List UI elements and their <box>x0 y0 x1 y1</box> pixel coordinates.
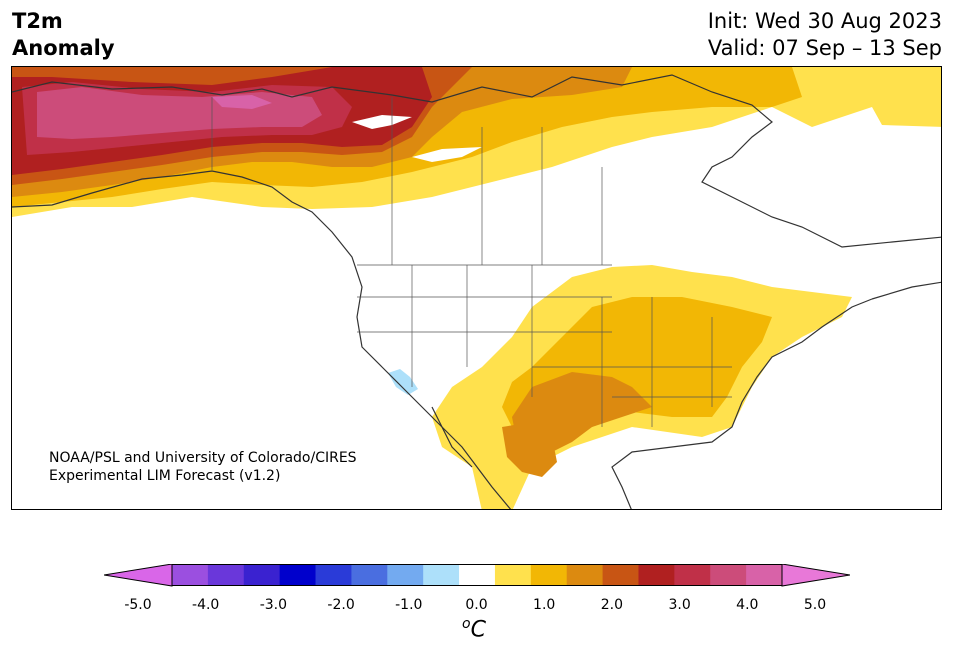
colorbar-bin <box>638 564 675 586</box>
anomaly-shading <box>12 67 941 509</box>
colorbar-bin <box>207 564 245 586</box>
colorbar-bin <box>710 564 747 586</box>
coastlines <box>12 74 941 509</box>
colorbar-tick-label: 5.0 <box>803 597 827 613</box>
colorbar-bin <box>243 564 281 586</box>
anomaly-map <box>11 66 942 510</box>
colorbar-tick-label: -5.0 <box>124 597 152 613</box>
map-canvas <box>12 67 941 509</box>
colorbar-tick-label: 1.0 <box>533 597 556 613</box>
colorbar-tick-label: -4.0 <box>192 597 220 613</box>
colorbar-bin <box>459 564 496 586</box>
colorbar-bins <box>104 564 850 587</box>
colorbar-bin <box>279 564 317 586</box>
colorbar-bin <box>315 564 352 586</box>
state-province-borders <box>211 97 732 427</box>
colorbar-extend-low <box>104 564 173 587</box>
valid-range: Valid: 07 Sep – 13 Sep <box>707 36 942 60</box>
credit-line-2: Experimental LIM Forecast (v1.2) <box>49 468 281 484</box>
colorbar-tick-label: 2.0 <box>600 597 624 613</box>
credit-line-1: NOAA/PSL and University of Colorado/CIRE… <box>49 450 357 466</box>
lake-great-bear <box>352 115 412 129</box>
shade-north-magenta <box>212 95 272 109</box>
colorbar-tick-label: -3.0 <box>259 597 288 613</box>
colorbar-bin <box>746 564 783 586</box>
init-date: Init: Wed 30 Aug 2023 <box>707 9 942 33</box>
colorbar-unit: oC <box>462 616 486 642</box>
unit-letter: C <box>470 617 486 643</box>
forecast-dates: Init: Wed 30 Aug 2023 Valid: 07 Sep – 13… <box>708 8 942 62</box>
colorbar <box>104 564 850 587</box>
colorbar-extend-high <box>781 564 850 587</box>
colorbar-bin <box>423 564 460 586</box>
unit-superscript: o <box>462 616 471 632</box>
colorbar-tick-label: -2.0 <box>327 597 355 613</box>
shade-sw-cool <box>388 369 418 395</box>
colorbar-bin <box>387 564 424 586</box>
colorbar-bin <box>674 564 711 586</box>
colorbar-bin <box>566 564 604 586</box>
lake-great-slave <box>412 147 482 162</box>
map-title: T2m Anomaly <box>12 8 115 62</box>
colorbar-frame <box>171 564 783 586</box>
attribution: NOAA/PSL and University of Colorado/CIRE… <box>49 449 357 485</box>
colorbar-bin <box>530 564 568 586</box>
title-line-2: Anomaly <box>12 36 115 60</box>
title-line-1: T2m <box>12 9 63 33</box>
colorbar-tick-label: 3.0 <box>668 597 691 613</box>
colorbar-bin <box>351 564 388 586</box>
colorbar-tick-label: 4.0 <box>736 597 759 613</box>
colorbar-tick-label: 0.0 <box>465 597 488 613</box>
colorbar-bin <box>494 564 532 586</box>
colorbar-tick-label: -1.0 <box>395 597 423 613</box>
colorbar-bin <box>602 564 639 586</box>
colorbar-bin <box>172 564 209 586</box>
shade-texas-orange <box>502 422 557 477</box>
